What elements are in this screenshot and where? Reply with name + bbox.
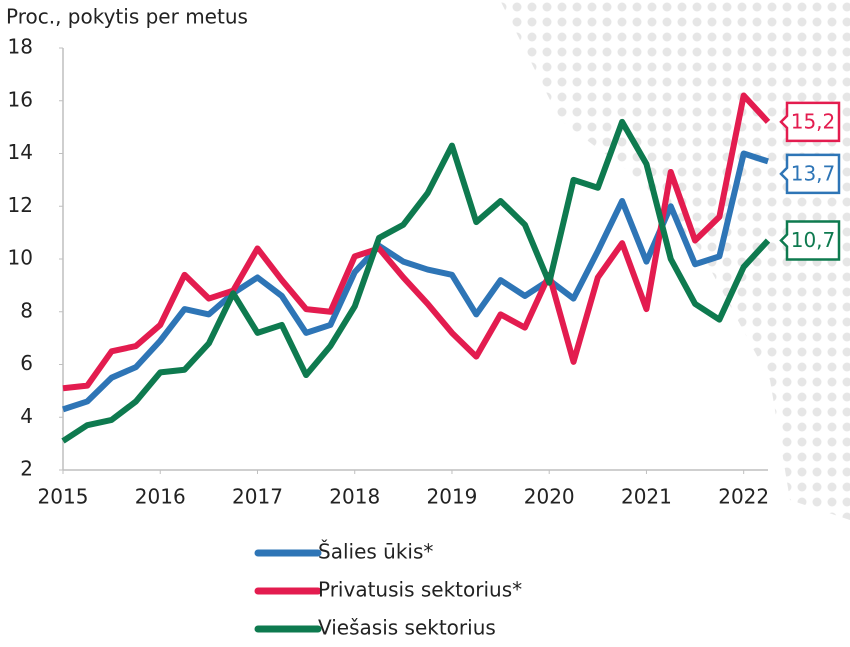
background-dots (500, 0, 850, 520)
y-tick-label: 14 (8, 140, 33, 164)
x-tick-label: 2018 (329, 485, 380, 509)
label-box (779, 101, 841, 143)
y-tick-label: 10 (8, 246, 33, 270)
series-line (62, 150, 769, 413)
y-tick-label: 18 (8, 35, 33, 59)
y-tick-label: 4 (20, 404, 33, 428)
y-tick-label: 8 (20, 298, 33, 322)
data-label: 15,2 (791, 109, 836, 133)
series-line (61, 118, 771, 444)
legend-label: Privatusis sektorius* (318, 578, 522, 602)
x-tick-label: 2020 (524, 485, 575, 509)
x-tick-label: 2015 (38, 485, 89, 509)
x-tick-label: 2016 (135, 485, 186, 509)
label-box (779, 153, 841, 195)
data-label: 10,7 (791, 228, 836, 252)
y-tick-label: 16 (8, 87, 33, 111)
label-box (779, 220, 841, 261)
y-tick-label: 6 (20, 351, 33, 375)
x-tick-label: 2019 (427, 485, 478, 509)
x-tick-label: 2022 (718, 485, 769, 509)
chart-title: Proc., pokytis per metus (6, 5, 248, 29)
series-line (62, 92, 771, 392)
x-tick-label: 2021 (621, 485, 672, 509)
y-tick-label: 2 (20, 457, 33, 481)
legend-label: Šalies ūkis* (318, 540, 433, 564)
y-tick-label: 12 (8, 193, 33, 217)
x-tick-label: 2017 (232, 485, 283, 509)
data-label: 13,7 (791, 161, 836, 185)
legend-label: Viešasis sektorius (318, 616, 496, 640)
